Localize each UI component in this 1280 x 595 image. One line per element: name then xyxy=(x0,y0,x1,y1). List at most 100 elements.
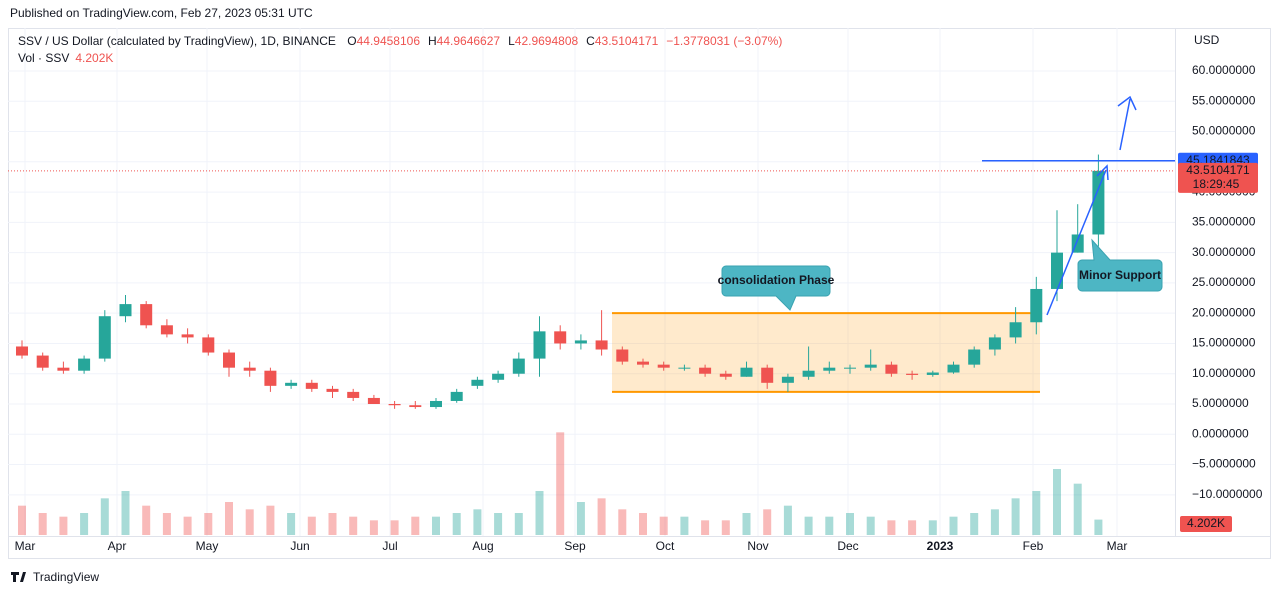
candle-body xyxy=(160,325,173,335)
volume-bar xyxy=(866,516,875,535)
volume-bar xyxy=(225,502,233,535)
candle-body xyxy=(57,367,70,371)
candle-body xyxy=(388,404,401,406)
volume-bar xyxy=(307,516,316,535)
volume-bar xyxy=(1073,483,1082,535)
candle-body xyxy=(326,388,339,392)
time-label: May xyxy=(196,539,219,553)
candle-body xyxy=(678,367,691,369)
volume-bar xyxy=(1011,498,1020,535)
volume-bar xyxy=(990,509,999,535)
volume-bar xyxy=(1053,469,1061,535)
volume-tag-label: 4.202K xyxy=(1187,516,1225,530)
volume-bar xyxy=(432,516,440,535)
candle-body xyxy=(243,367,256,371)
symbol-title: SSV / US Dollar (calculated by TradingVi… xyxy=(18,34,336,48)
volume-bar xyxy=(245,509,254,535)
chart-frame xyxy=(8,28,1271,559)
volume-legend: Vol · SSV 4.202K xyxy=(18,51,113,65)
candle-body xyxy=(823,367,836,371)
candle-body xyxy=(471,379,484,386)
volume-bar xyxy=(514,513,523,535)
volume-bar xyxy=(142,505,151,535)
candle-body xyxy=(1092,170,1105,235)
volume-bar xyxy=(1032,491,1041,535)
volume-bar xyxy=(576,502,585,535)
candle-body xyxy=(802,370,815,377)
volume-bar xyxy=(887,520,896,535)
candle-body xyxy=(781,376,794,383)
ohlc-label: L xyxy=(508,34,515,48)
volume-bar xyxy=(680,516,689,535)
candle-body xyxy=(347,391,360,398)
candle-body xyxy=(637,361,649,365)
trend-arrow xyxy=(1046,169,1107,316)
candle-body xyxy=(740,367,753,377)
candle-body xyxy=(533,331,546,359)
volume-bar xyxy=(80,513,89,535)
time-label: Mar xyxy=(1107,539,1128,553)
candle-body xyxy=(1009,322,1022,338)
volume-bar xyxy=(204,513,213,535)
candle-body xyxy=(36,355,49,368)
volume-bar xyxy=(121,491,130,535)
y-tick-label: 60.0000000 xyxy=(1192,63,1256,77)
volume-bar xyxy=(59,516,68,535)
candle-body xyxy=(554,331,567,344)
projection-arrow xyxy=(1119,98,1131,151)
callout-label: consolidation Phase xyxy=(718,273,835,287)
candle-body xyxy=(844,367,856,369)
volume-bar xyxy=(452,513,461,535)
brand: TradingView xyxy=(11,570,99,584)
volume-bar xyxy=(556,432,565,535)
grid xyxy=(8,28,1175,536)
volume-bar xyxy=(783,505,792,535)
volume-bar xyxy=(18,505,26,535)
volume-bar xyxy=(804,516,813,535)
candle-body xyxy=(98,316,111,359)
y-tick-label: 0.0000000 xyxy=(1192,426,1249,440)
candle-body xyxy=(16,346,28,356)
volume-bar xyxy=(928,520,937,535)
last-price-label: 43.5104171 xyxy=(1186,163,1250,177)
candle-body xyxy=(885,364,898,374)
y-tick-label: 25.0000000 xyxy=(1192,275,1256,289)
volume-bar xyxy=(949,516,958,535)
change: −1.3778031 (−3.07%) xyxy=(666,34,782,48)
volume-bar xyxy=(742,513,751,535)
ohlc-value: 43.5104171 xyxy=(595,34,659,48)
ohlc-value: 44.9646627 xyxy=(437,34,501,48)
volume-bar xyxy=(162,513,171,535)
candle-body xyxy=(926,372,939,375)
volume-bar xyxy=(659,516,668,535)
volume-bar xyxy=(411,516,420,535)
y-tick-label: 35.0000000 xyxy=(1192,215,1256,229)
countdown: 18:29:45 xyxy=(1193,177,1240,191)
time-label: Dec xyxy=(837,539,858,553)
candle-body xyxy=(450,391,463,401)
volume-bar xyxy=(846,513,854,535)
time-label: Jun xyxy=(290,539,309,553)
candle-body xyxy=(285,382,298,386)
volume-bar xyxy=(825,516,834,535)
volume-bar xyxy=(970,513,979,535)
last-price-tag xyxy=(1178,162,1258,193)
volume-bar xyxy=(100,498,109,535)
time-label: Sep xyxy=(564,539,586,553)
volume-bar xyxy=(369,520,378,535)
y-tick-label: 15.0000000 xyxy=(1192,336,1256,350)
time-label: Apr xyxy=(108,539,127,553)
ohlc-label: H xyxy=(428,34,437,48)
volume-bar xyxy=(597,498,606,535)
volume-bar xyxy=(535,491,544,535)
time-label: 2023 xyxy=(927,539,954,553)
volume xyxy=(18,432,1103,535)
arrow-head xyxy=(1096,164,1109,181)
candle-body xyxy=(616,349,629,362)
candle-body xyxy=(947,364,960,373)
candle-body xyxy=(181,334,194,338)
time-label: Nov xyxy=(747,539,768,553)
volume-legend-label: Vol · SSV xyxy=(18,51,69,65)
candle-body xyxy=(367,397,380,405)
